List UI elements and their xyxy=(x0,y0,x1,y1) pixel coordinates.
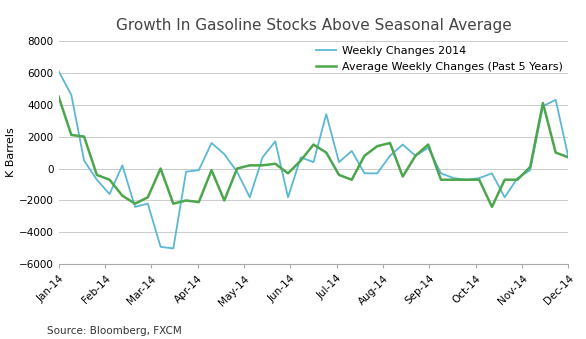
Weekly Changes 2014 xyxy=(68,93,75,97)
Weekly Changes 2014 xyxy=(501,195,508,199)
Average Weekly Changes (Past 5 Years) xyxy=(527,165,534,169)
Weekly Changes 2014 xyxy=(565,155,572,159)
Average Weekly Changes (Past 5 Years) xyxy=(183,198,190,202)
Average Weekly Changes (Past 5 Years) xyxy=(374,144,381,148)
Average Weekly Changes (Past 5 Years) xyxy=(514,178,521,182)
Average Weekly Changes (Past 5 Years) xyxy=(144,195,151,199)
Weekly Changes 2014 xyxy=(387,154,394,158)
Average Weekly Changes (Past 5 Years) xyxy=(412,154,419,158)
Average Weekly Changes (Past 5 Years) xyxy=(297,159,304,163)
Weekly Changes 2014 xyxy=(93,178,100,182)
Title: Growth In Gasoline Stocks Above Seasonal Average: Growth In Gasoline Stocks Above Seasonal… xyxy=(115,18,512,33)
Average Weekly Changes (Past 5 Years) xyxy=(450,178,457,182)
Weekly Changes 2014 xyxy=(335,160,342,164)
Average Weekly Changes (Past 5 Years) xyxy=(399,175,406,179)
Weekly Changes 2014 xyxy=(170,246,177,251)
Weekly Changes 2014 xyxy=(55,69,62,73)
Average Weekly Changes (Past 5 Years) xyxy=(552,151,559,155)
Weekly Changes 2014 xyxy=(183,170,190,174)
Average Weekly Changes (Past 5 Years) xyxy=(55,95,62,99)
Average Weekly Changes (Past 5 Years) xyxy=(335,173,342,177)
Average Weekly Changes (Past 5 Years) xyxy=(463,178,470,182)
Average Weekly Changes (Past 5 Years) xyxy=(208,168,215,172)
Average Weekly Changes (Past 5 Years) xyxy=(233,166,241,171)
Average Weekly Changes (Past 5 Years) xyxy=(437,178,445,182)
Average Weekly Changes (Past 5 Years) xyxy=(93,173,100,177)
Weekly Changes 2014 xyxy=(157,245,164,249)
Y-axis label: K Barrels: K Barrels xyxy=(6,128,16,177)
Weekly Changes 2014 xyxy=(272,139,279,143)
Weekly Changes 2014 xyxy=(514,176,521,180)
Weekly Changes 2014 xyxy=(361,171,368,175)
Average Weekly Changes (Past 5 Years) xyxy=(131,202,139,206)
Average Weekly Changes (Past 5 Years) xyxy=(272,162,279,166)
Line: Average Weekly Changes (Past 5 Years): Average Weekly Changes (Past 5 Years) xyxy=(59,97,568,207)
Average Weekly Changes (Past 5 Years) xyxy=(170,202,177,206)
Average Weekly Changes (Past 5 Years) xyxy=(246,163,253,167)
Average Weekly Changes (Past 5 Years) xyxy=(310,142,317,146)
Weekly Changes 2014 xyxy=(348,149,355,153)
Average Weekly Changes (Past 5 Years) xyxy=(387,141,394,145)
Weekly Changes 2014 xyxy=(297,155,304,159)
Weekly Changes 2014 xyxy=(489,171,496,175)
Weekly Changes 2014 xyxy=(195,168,202,172)
Weekly Changes 2014 xyxy=(450,176,457,180)
Weekly Changes 2014 xyxy=(285,195,292,199)
Average Weekly Changes (Past 5 Years) xyxy=(348,178,355,182)
Average Weekly Changes (Past 5 Years) xyxy=(195,200,202,204)
Weekly Changes 2014 xyxy=(425,146,432,150)
Weekly Changes 2014 xyxy=(119,163,126,167)
Average Weekly Changes (Past 5 Years) xyxy=(425,142,432,146)
Average Weekly Changes (Past 5 Years) xyxy=(361,154,368,158)
Weekly Changes 2014 xyxy=(233,170,241,174)
Average Weekly Changes (Past 5 Years) xyxy=(259,163,266,167)
Weekly Changes 2014 xyxy=(552,98,559,102)
Average Weekly Changes (Past 5 Years) xyxy=(81,135,88,139)
Average Weekly Changes (Past 5 Years) xyxy=(68,133,75,137)
Weekly Changes 2014 xyxy=(527,168,534,172)
Average Weekly Changes (Past 5 Years) xyxy=(489,205,496,209)
Weekly Changes 2014 xyxy=(259,155,266,159)
Average Weekly Changes (Past 5 Years) xyxy=(285,171,292,175)
Weekly Changes 2014 xyxy=(539,104,546,108)
Text: Source: Bloomberg, FXCM: Source: Bloomberg, FXCM xyxy=(47,326,182,336)
Average Weekly Changes (Past 5 Years) xyxy=(119,194,126,198)
Average Weekly Changes (Past 5 Years) xyxy=(221,198,228,202)
Weekly Changes 2014 xyxy=(81,159,88,163)
Weekly Changes 2014 xyxy=(437,171,445,175)
Average Weekly Changes (Past 5 Years) xyxy=(565,155,572,159)
Average Weekly Changes (Past 5 Years) xyxy=(476,178,483,182)
Weekly Changes 2014 xyxy=(310,160,317,164)
Weekly Changes 2014 xyxy=(144,202,151,206)
Weekly Changes 2014 xyxy=(463,178,470,182)
Weekly Changes 2014 xyxy=(412,154,419,158)
Average Weekly Changes (Past 5 Years) xyxy=(323,151,330,155)
Average Weekly Changes (Past 5 Years) xyxy=(501,178,508,182)
Weekly Changes 2014 xyxy=(323,112,330,116)
Line: Weekly Changes 2014: Weekly Changes 2014 xyxy=(59,71,568,248)
Weekly Changes 2014 xyxy=(374,171,381,175)
Weekly Changes 2014 xyxy=(399,142,406,146)
Weekly Changes 2014 xyxy=(106,192,113,196)
Weekly Changes 2014 xyxy=(221,152,228,156)
Average Weekly Changes (Past 5 Years) xyxy=(539,101,546,105)
Weekly Changes 2014 xyxy=(208,141,215,145)
Average Weekly Changes (Past 5 Years) xyxy=(157,166,164,171)
Weekly Changes 2014 xyxy=(131,205,139,209)
Weekly Changes 2014 xyxy=(246,195,253,199)
Average Weekly Changes (Past 5 Years) xyxy=(106,178,113,182)
Legend: Weekly Changes 2014, Average Weekly Changes (Past 5 Years): Weekly Changes 2014, Average Weekly Chan… xyxy=(316,46,563,72)
Weekly Changes 2014 xyxy=(476,176,483,180)
